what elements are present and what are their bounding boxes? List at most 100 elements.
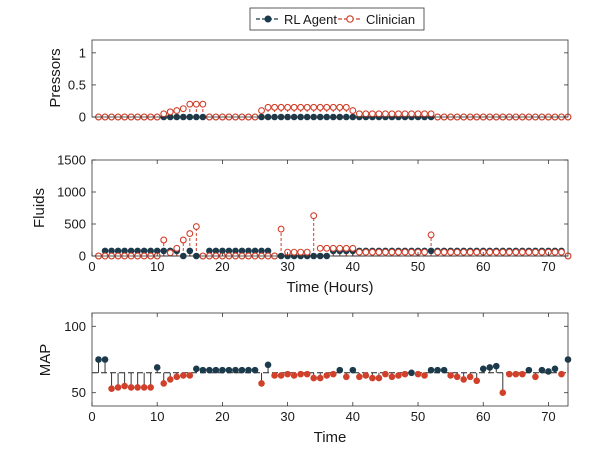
- clinician-point: [303, 248, 311, 256]
- clinician-point: [290, 103, 298, 111]
- agent-point: [206, 247, 213, 255]
- clinician-point: [316, 244, 324, 252]
- ytick-label: 500: [64, 217, 86, 232]
- xtick-label: 30: [280, 259, 294, 274]
- map-point: [323, 372, 331, 379]
- map-point: [271, 372, 278, 379]
- xtick-label: 0: [88, 409, 95, 424]
- clinician-point: [505, 248, 513, 256]
- clinician-point: [427, 231, 435, 239]
- fluids-axes-box: [91, 159, 569, 257]
- clinician-point: [290, 248, 298, 256]
- clinician-point: [166, 249, 174, 257]
- map-ylabel: MAP: [37, 344, 54, 377]
- clinician-point: [329, 103, 337, 111]
- clinician-point: [323, 103, 331, 111]
- map-point: [336, 366, 344, 374]
- map-point: [408, 369, 415, 377]
- clinician-point: [186, 100, 194, 108]
- clinician-point: [342, 244, 350, 252]
- agent-point: [114, 247, 122, 255]
- map-point: [453, 373, 461, 381]
- clinician-point: [473, 248, 481, 256]
- pressors-marks: [95, 100, 572, 121]
- map-point: [388, 373, 396, 381]
- map-axes-box: [91, 312, 569, 407]
- clinician-point: [434, 248, 442, 256]
- clinician-point: [173, 107, 181, 115]
- clinician-point: [362, 110, 370, 118]
- map-point: [525, 366, 533, 374]
- clinician-point: [355, 248, 363, 256]
- clinician-point: [362, 248, 370, 256]
- agent-point: [108, 247, 115, 255]
- map-point: [538, 366, 546, 374]
- clinician-point: [440, 248, 448, 256]
- clinician-point: [192, 100, 200, 108]
- map-point: [519, 370, 526, 378]
- clinician-point: [466, 248, 474, 256]
- map-point: [101, 356, 109, 363]
- map-point: [316, 374, 324, 382]
- clinician-point: [460, 248, 468, 256]
- clinician-point: [427, 110, 435, 118]
- map-point: [329, 370, 337, 378]
- ytick-label: 1500: [57, 153, 86, 168]
- clinician-point: [310, 103, 318, 111]
- map-point: [401, 370, 409, 378]
- clinician-point: [512, 248, 520, 256]
- xtick-label: 70: [541, 409, 555, 424]
- map-point: [219, 366, 226, 374]
- map-point: [297, 370, 304, 378]
- clinician-point: [355, 110, 363, 118]
- map-point: [375, 374, 383, 382]
- clinician-point: [316, 103, 324, 111]
- map-point: [134, 384, 141, 391]
- map-point: [206, 366, 213, 374]
- clinician-point: [381, 110, 389, 118]
- map-point: [427, 366, 435, 374]
- xtick-label: 10: [150, 259, 164, 274]
- map-point: [460, 376, 467, 383]
- map-point: [362, 372, 370, 379]
- map-point: [95, 356, 102, 363]
- fluids-marks: [95, 212, 572, 260]
- agent-point: [232, 247, 239, 255]
- clinician-point: [453, 248, 461, 256]
- map-point: [153, 364, 161, 371]
- clinician-point: [264, 103, 272, 111]
- clinician-point: [408, 248, 415, 256]
- agent-point: [101, 247, 109, 255]
- clinician-point: [492, 248, 500, 256]
- map-point: [551, 365, 559, 373]
- clinician-point: [192, 223, 200, 231]
- map-point: [147, 384, 154, 391]
- map-point: [284, 370, 291, 378]
- clinician-point: [349, 107, 357, 115]
- clinician-point: [395, 248, 402, 256]
- clinician-point: [186, 230, 194, 238]
- map-point: [421, 372, 428, 379]
- clinician-point: [408, 110, 415, 118]
- clinician-point: [368, 110, 376, 118]
- xtick-label: 50: [411, 259, 425, 274]
- ytick-label: 1: [79, 45, 86, 60]
- clinician-point: [271, 103, 279, 111]
- clinician-point: [173, 244, 181, 252]
- clinician-point: [336, 244, 344, 252]
- clinician-point: [421, 248, 428, 256]
- clinician-point: [381, 248, 389, 256]
- map-point: [264, 361, 272, 369]
- xtick-label: 60: [476, 409, 490, 424]
- ytick-label: 50: [72, 385, 86, 400]
- map-point: [212, 366, 220, 374]
- map-point: [245, 366, 252, 374]
- xtick-label: 0: [88, 259, 95, 274]
- map-point: [114, 384, 122, 391]
- map-point: [506, 370, 513, 378]
- xtick-label: 40: [346, 259, 360, 274]
- xtick-label: 40: [346, 409, 360, 424]
- clinician-point: [375, 110, 383, 118]
- clinician-point: [401, 248, 409, 256]
